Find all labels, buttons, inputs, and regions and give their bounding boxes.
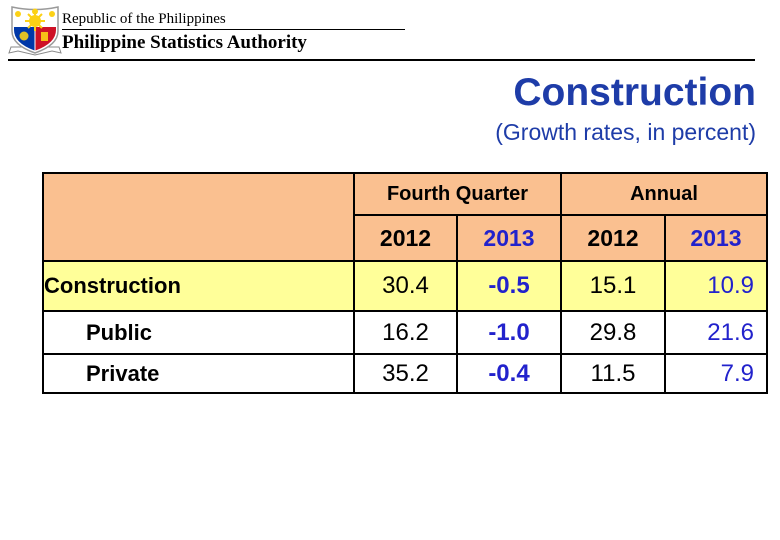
year-header-fq-2012: 2012: [353, 214, 458, 262]
page-title: Construction: [513, 71, 756, 114]
col-group-annual: Annual: [560, 172, 768, 216]
philippine-coat-of-arms-icon: [8, 6, 62, 56]
org-country-line: Republic of the Philippines: [62, 11, 405, 30]
cell-construction-fq-2012: 30.4: [353, 260, 458, 312]
cell-construction-fq-2013: -0.5: [456, 260, 562, 312]
header-divider: [8, 59, 755, 61]
cell-private-fq-2012: 35.2: [353, 353, 458, 394]
cell-private-annual-2012: 11.5: [560, 353, 666, 394]
cell-public-fq-2012: 16.2: [353, 310, 458, 355]
table-year-header-row: 2012 2013 2012 2013: [43, 214, 768, 262]
org-block: Republic of the Philippines Philippine S…: [62, 10, 405, 54]
growth-rates-table: Fourth Quarter Annual 2012 2013 2012 201…: [42, 172, 768, 394]
cell-public-fq-2013: -1.0: [456, 310, 562, 355]
table-row-construction: Construction 30.4 -0.5 15.1 10.9: [42, 260, 768, 312]
row-label: Public: [42, 310, 355, 355]
cell-construction-annual-2012: 15.1: [560, 260, 666, 312]
cell-private-annual-2013: 7.9: [664, 353, 768, 394]
cell-private-fq-2013: -0.4: [456, 353, 562, 394]
table-row-public: Public 16.2 -1.0 29.8 21.6: [42, 310, 768, 355]
row-label: Construction: [42, 260, 355, 312]
table-row-private: Private 35.2 -0.4 11.5 7.9: [42, 353, 768, 394]
year-header-fq-2013: 2013: [456, 214, 562, 262]
org-agency-name: Philippine Statistics Authority: [62, 32, 307, 53]
page-subtitle: (Growth rates, in percent): [495, 118, 756, 145]
cell-public-annual-2012: 29.8: [560, 310, 666, 355]
row-label: Private: [42, 353, 355, 394]
table-group-header-row: Fourth Quarter Annual: [42, 172, 768, 262]
col-group-fourth-quarter: Fourth Quarter: [353, 172, 562, 216]
year-header-annual-2012: 2012: [560, 214, 666, 262]
title-block: Construction (Growth rates, in percent): [495, 71, 756, 146]
letterhead: Republic of the Philippines Philippine S…: [0, 0, 780, 62]
table-corner-cell: [42, 172, 355, 262]
year-header-annual-2013: 2013: [664, 214, 768, 262]
cell-construction-annual-2013: 10.9: [664, 260, 768, 312]
cell-public-annual-2013: 21.6: [664, 310, 768, 355]
